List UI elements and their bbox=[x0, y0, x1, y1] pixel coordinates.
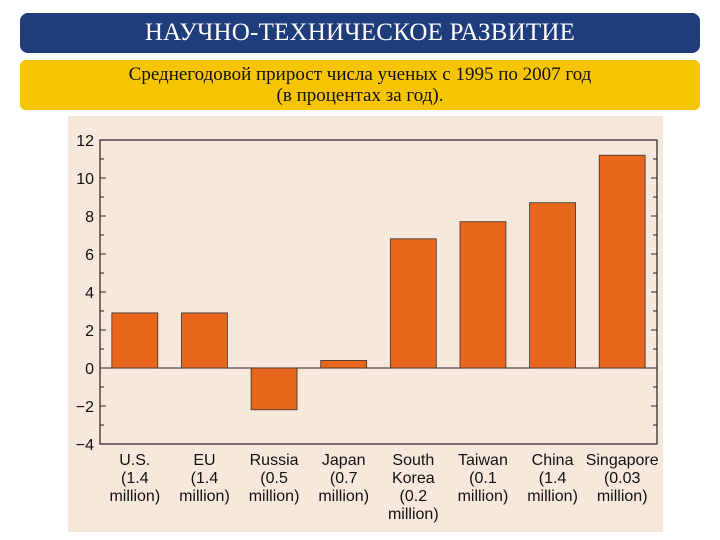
y-tick-label: −2 bbox=[76, 399, 94, 416]
bar bbox=[250, 367, 298, 411]
x-category-label: Korea bbox=[392, 470, 435, 487]
x-category-label: million) bbox=[458, 488, 509, 505]
x-category-label: (1.4 bbox=[539, 470, 567, 487]
x-category-label: million) bbox=[249, 488, 300, 505]
x-category-label: million) bbox=[109, 488, 160, 505]
y-tick-label: 12 bbox=[76, 133, 94, 150]
subtitle-line-1: Среднегодовой прирост числа ученых с 199… bbox=[128, 64, 592, 85]
x-category-label: China bbox=[532, 452, 574, 469]
x-category-label: million) bbox=[597, 488, 648, 505]
y-tick-label: 8 bbox=[85, 209, 94, 226]
x-category-label: million) bbox=[179, 488, 230, 505]
bar-chart: 121086420−2−4U.S.(1.4million)EU(1.4milli… bbox=[76, 133, 659, 523]
x-category-label: (0.2 bbox=[400, 488, 428, 505]
y-tick-label: 4 bbox=[85, 285, 94, 302]
y-tick-label: 2 bbox=[85, 323, 94, 340]
x-category-label: Taiwan bbox=[458, 452, 508, 469]
page-title: НАУЧНО-ТЕХНИЧЕСКОЕ РАЗВИТИЕ bbox=[144, 19, 576, 46]
y-tick-label: −4 bbox=[76, 437, 94, 454]
x-category-label: Russia bbox=[250, 452, 299, 469]
subtitle-line-2: (в процентах за год). bbox=[276, 85, 444, 106]
x-category-label: (1.4 bbox=[191, 470, 219, 487]
title-bar: НАУЧНО-ТЕХНИЧЕСКОЕ РАЗВИТИЕ bbox=[20, 13, 700, 53]
x-category-label: Singapore bbox=[586, 452, 659, 469]
x-category-label: (0.5 bbox=[260, 470, 288, 487]
y-tick-label: 6 bbox=[85, 247, 94, 264]
bar bbox=[181, 312, 228, 369]
x-category-label: South bbox=[392, 452, 434, 469]
bar bbox=[598, 154, 646, 369]
x-category-label: U.S. bbox=[119, 452, 150, 469]
bar bbox=[111, 312, 159, 369]
y-tick-label: 10 bbox=[76, 171, 94, 188]
x-category-label: (0.1 bbox=[469, 470, 497, 487]
y-tick-label: 0 bbox=[85, 361, 94, 378]
x-category-label: (0.03 bbox=[604, 470, 641, 487]
x-category-label: million) bbox=[318, 488, 369, 505]
x-category-label: million) bbox=[527, 488, 578, 505]
x-category-label: Japan bbox=[322, 452, 366, 469]
bar bbox=[529, 202, 576, 369]
x-category-label: (0.7 bbox=[330, 470, 358, 487]
x-category-label: million) bbox=[388, 506, 439, 523]
x-category-label: EU bbox=[193, 452, 215, 469]
bar bbox=[320, 359, 368, 369]
x-category-label: (1.4 bbox=[121, 470, 149, 487]
bar bbox=[459, 221, 507, 369]
subtitle-bar: Среднегодовой прирост числа ученых с 199… bbox=[20, 60, 700, 110]
bar bbox=[389, 238, 437, 369]
